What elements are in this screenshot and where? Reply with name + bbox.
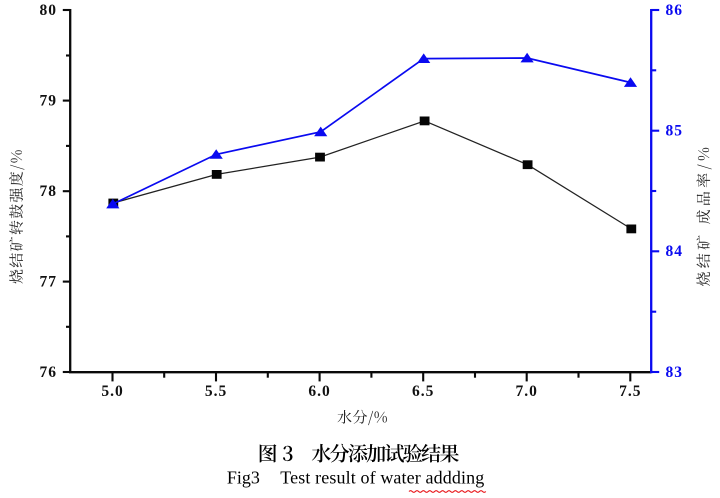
svg-text:5.0: 5.0 <box>101 383 123 400</box>
svg-text:79: 79 <box>40 93 58 110</box>
svg-text:86: 86 <box>666 2 684 19</box>
svg-text:7.0: 7.0 <box>516 383 538 400</box>
svg-text:84: 84 <box>666 243 684 260</box>
svg-text:78: 78 <box>40 183 58 200</box>
svg-text:Test result of water addding: Test result of water addding <box>280 468 484 488</box>
svg-text:7.5: 7.5 <box>619 383 641 400</box>
svg-text:6.0: 6.0 <box>308 383 330 400</box>
svg-text:83: 83 <box>666 364 684 381</box>
svg-text:77: 77 <box>40 274 58 291</box>
svg-text:76: 76 <box>40 364 58 381</box>
svg-text:Fig3: Fig3 <box>227 468 260 488</box>
svg-text:80: 80 <box>40 2 58 19</box>
svg-text:5.5: 5.5 <box>205 383 227 400</box>
svg-text:6.5: 6.5 <box>412 383 434 400</box>
svg-text:85: 85 <box>666 123 684 140</box>
